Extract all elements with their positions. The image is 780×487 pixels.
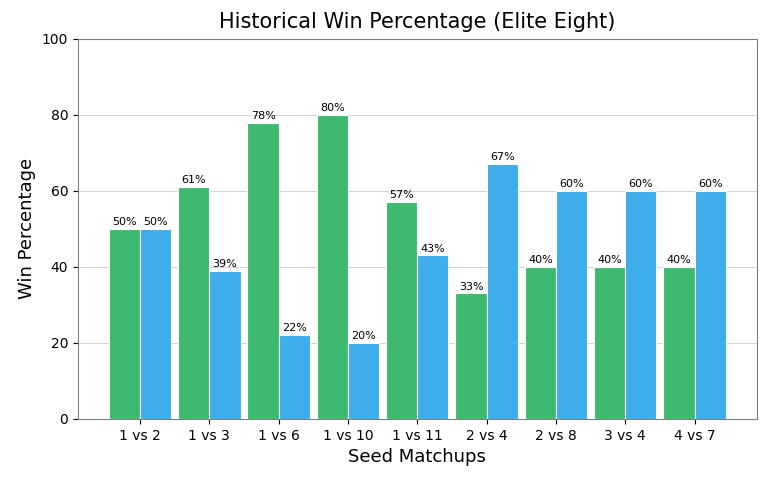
Bar (178, 187, 209, 419)
Text: 50%: 50% (112, 217, 136, 227)
Text: 20%: 20% (351, 331, 376, 341)
Bar (209, 271, 240, 419)
Bar (694, 191, 725, 419)
Text: 50%: 50% (144, 217, 168, 227)
Bar (525, 267, 556, 419)
Bar (594, 267, 626, 419)
Bar (278, 335, 310, 419)
Text: 60%: 60% (559, 179, 584, 189)
Text: 39%: 39% (213, 259, 237, 269)
Text: 78%: 78% (250, 111, 275, 121)
Text: 57%: 57% (389, 190, 414, 200)
Text: 22%: 22% (282, 323, 307, 333)
Text: 61%: 61% (182, 175, 206, 185)
Text: 40%: 40% (597, 255, 622, 265)
Text: 40%: 40% (667, 255, 691, 265)
Bar (663, 267, 694, 419)
Bar (140, 229, 172, 419)
Text: 40%: 40% (528, 255, 553, 265)
Bar (247, 123, 278, 419)
Bar (487, 164, 518, 419)
Bar (626, 191, 657, 419)
Bar (417, 256, 448, 419)
Y-axis label: Win Percentage: Win Percentage (19, 158, 37, 300)
Bar (317, 115, 348, 419)
X-axis label: Seed Matchups: Seed Matchups (349, 448, 486, 466)
Text: 33%: 33% (459, 281, 484, 292)
Text: 43%: 43% (420, 244, 445, 254)
Bar (556, 191, 587, 419)
Text: 60%: 60% (698, 179, 722, 189)
Text: 80%: 80% (320, 103, 345, 113)
Bar (386, 202, 417, 419)
Bar (456, 294, 487, 419)
Bar (348, 343, 379, 419)
Text: 67%: 67% (490, 152, 515, 162)
Text: 60%: 60% (629, 179, 653, 189)
Bar (109, 229, 140, 419)
Title: Historical Win Percentage (Elite Eight): Historical Win Percentage (Elite Eight) (219, 12, 615, 32)
